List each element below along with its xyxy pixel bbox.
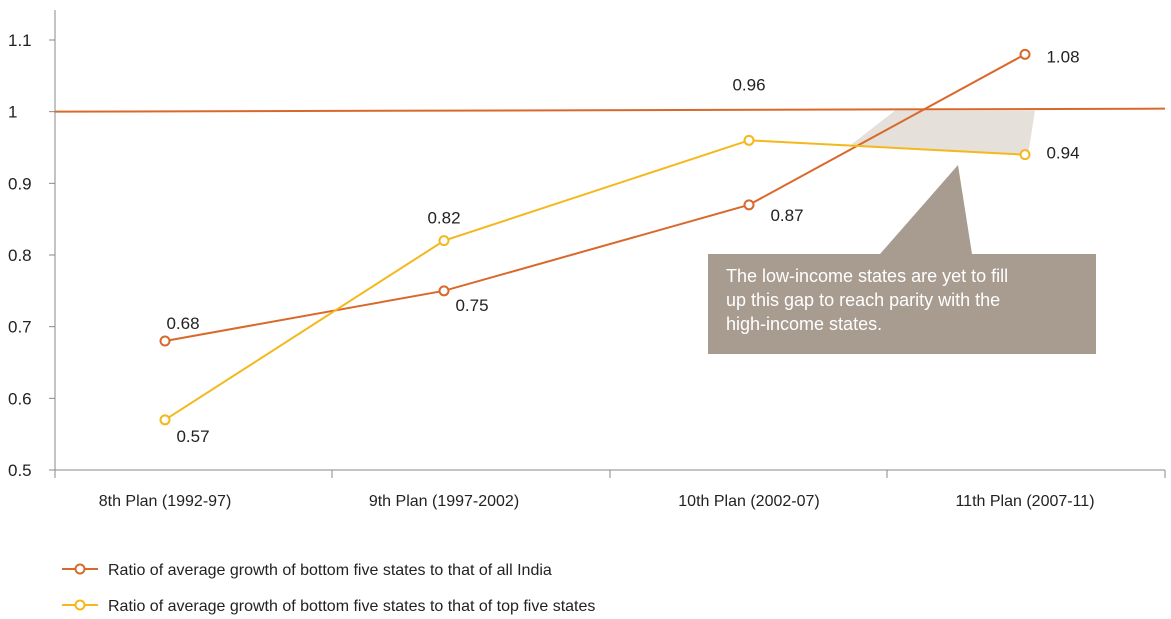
legend-entry-label: Ratio of average growth of bottom five s… [108,562,552,579]
data-point [438,285,450,297]
data-point [159,335,171,347]
data-label: 0.75 [455,296,488,315]
data-label: 0.96 [732,75,765,94]
data-point [743,134,755,146]
legend-marker [74,599,86,611]
x-tick-label: 8th Plan (1992-97) [99,493,232,510]
y-tick-label: 0.6 [8,389,32,408]
data-label: 0.94 [1046,144,1079,163]
data-label: 0.87 [770,206,803,225]
x-tick-label: 9th Plan (1997-2002) [369,493,519,510]
data-label: 0.68 [166,314,199,333]
callout-pointer [880,165,972,254]
y-tick-label: 0.7 [8,318,32,337]
parity-gap-area [849,110,1035,155]
x-tick-label: 10th Plan (2002-07) [678,493,819,510]
callout-text-line: high-income states. [726,314,882,334]
y-tick-label: 0.8 [8,246,32,265]
y-tick-label: 0.5 [8,461,32,480]
callout-text-line: The low-income states are yet to fill [726,266,1008,286]
y-tick-label: 1.1 [8,31,32,50]
legend-marker [74,563,86,575]
callout-box [708,254,1096,354]
data-point [1019,48,1031,60]
legend-entry-label: Ratio of average growth of bottom five s… [108,598,595,615]
data-label: 0.57 [176,427,209,446]
data-label: 1.08 [1046,47,1079,66]
data-label: 0.82 [427,209,460,228]
series-line-1 [164,53,1026,342]
data-point [743,199,755,211]
parity-reference-line [54,107,1166,113]
y-tick-label: 0.9 [8,174,32,193]
callout-text-line: up this gap to reach parity with the [726,290,1000,310]
data-point [1019,149,1031,161]
x-tick-label: 11th Plan (2007-11) [955,493,1094,510]
y-tick-label: 1 [8,103,17,122]
series-line-2 [164,139,1026,421]
data-point [438,235,450,247]
data-point [159,414,171,426]
